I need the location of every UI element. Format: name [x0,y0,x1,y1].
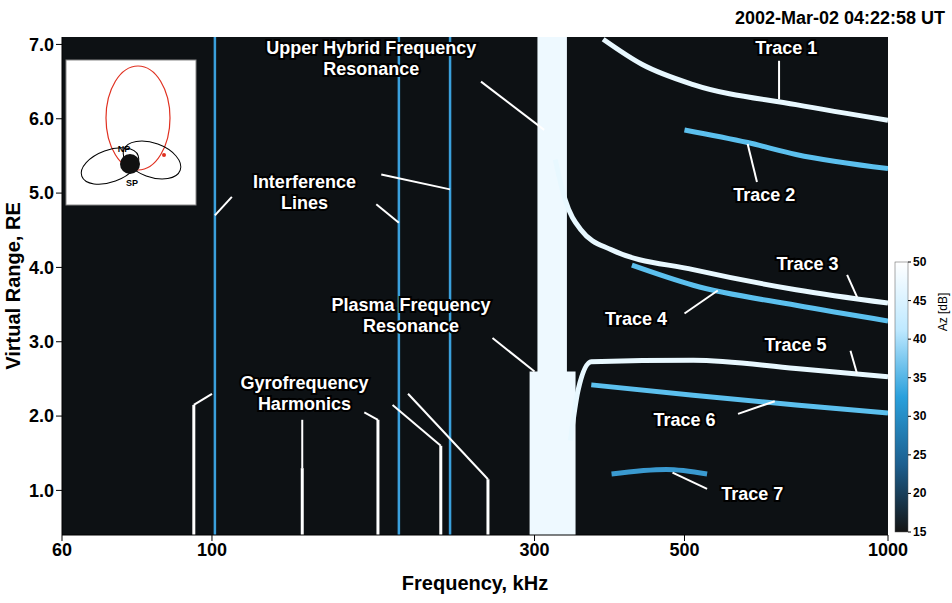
svg-text:Trace 1: Trace 1 [755,38,817,58]
svg-text:Gyrofrequency: Gyrofrequency [240,373,368,393]
svg-text:Trace 7: Trace 7 [721,484,783,504]
svg-text:Resonance: Resonance [363,316,459,336]
svg-text:30: 30 [913,409,927,423]
svg-text:Plasma Frequency: Plasma Frequency [332,295,491,315]
svg-text:Trace 3: Trace 3 [776,254,838,274]
svg-text:2.0: 2.0 [29,406,54,426]
svg-text:Trace 6: Trace 6 [653,410,715,430]
svg-text:Interference: Interference [253,172,356,192]
svg-text:SP: SP [126,178,138,188]
svg-text:4.0: 4.0 [29,258,54,278]
svg-text:7.0: 7.0 [29,35,54,55]
svg-text:40: 40 [913,332,927,346]
svg-text:100: 100 [197,540,227,560]
svg-text:Trace 2: Trace 2 [733,185,795,205]
svg-text:1000: 1000 [868,540,908,560]
svg-text:20: 20 [913,486,927,500]
svg-text:60: 60 [52,540,72,560]
svg-text:Virtual Range, RE: Virtual Range, RE [2,202,24,369]
svg-text:15: 15 [913,525,927,539]
svg-text:25: 25 [913,448,927,462]
svg-text:Resonance: Resonance [323,59,419,79]
svg-text:Upper Hybrid Frequency: Upper Hybrid Frequency [266,38,476,58]
svg-text:5.0: 5.0 [29,183,54,203]
svg-text:2002-Mar-02 04:22:58 UT: 2002-Mar-02 04:22:58 UT [735,8,945,28]
svg-text:Trace 5: Trace 5 [765,335,827,355]
svg-text:50: 50 [913,255,927,269]
svg-text:1.0: 1.0 [29,481,54,501]
svg-text:35: 35 [913,371,927,385]
svg-text:Frequency, kHz: Frequency, kHz [402,572,548,594]
svg-text:300: 300 [519,540,549,560]
svg-text:45: 45 [913,294,927,308]
svg-text:500: 500 [669,540,699,560]
svg-text:Harmonics: Harmonics [258,394,351,414]
svg-text:3.0: 3.0 [29,332,54,352]
svg-text:Az [dB]: Az [dB] [936,293,950,332]
svg-text:6.0: 6.0 [29,109,54,129]
svg-text:Trace 4: Trace 4 [605,309,667,329]
svg-text:NP: NP [118,144,131,154]
svg-text:Lines: Lines [281,193,328,213]
